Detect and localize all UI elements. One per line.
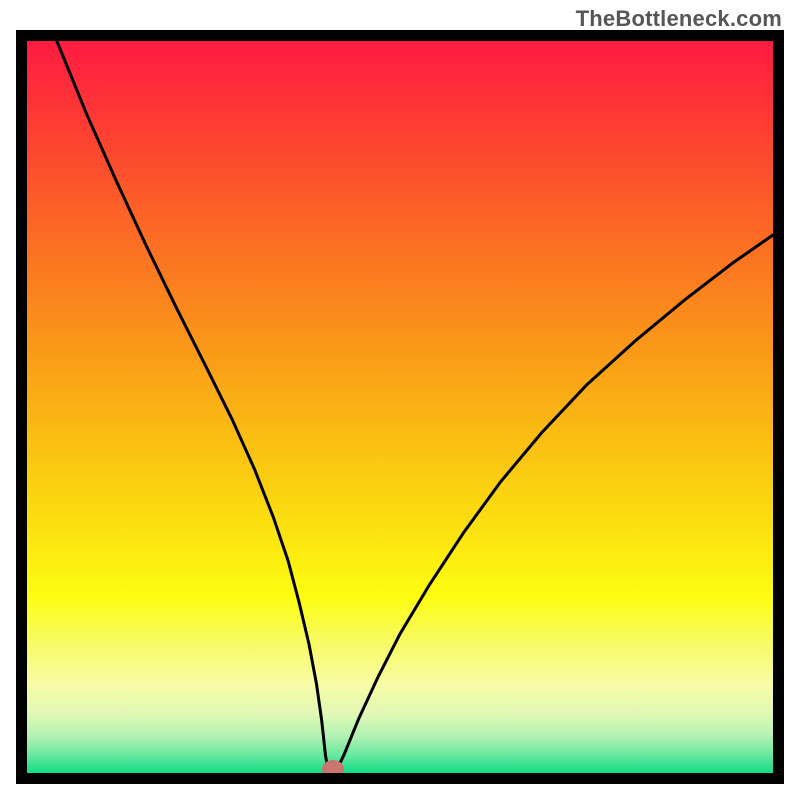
chart-frame bbox=[16, 30, 784, 784]
optimal-point-marker bbox=[322, 760, 344, 773]
bottleneck-curve bbox=[27, 41, 773, 773]
chart-area bbox=[27, 41, 773, 773]
attribution-text: TheBottleneck.com bbox=[576, 6, 782, 32]
